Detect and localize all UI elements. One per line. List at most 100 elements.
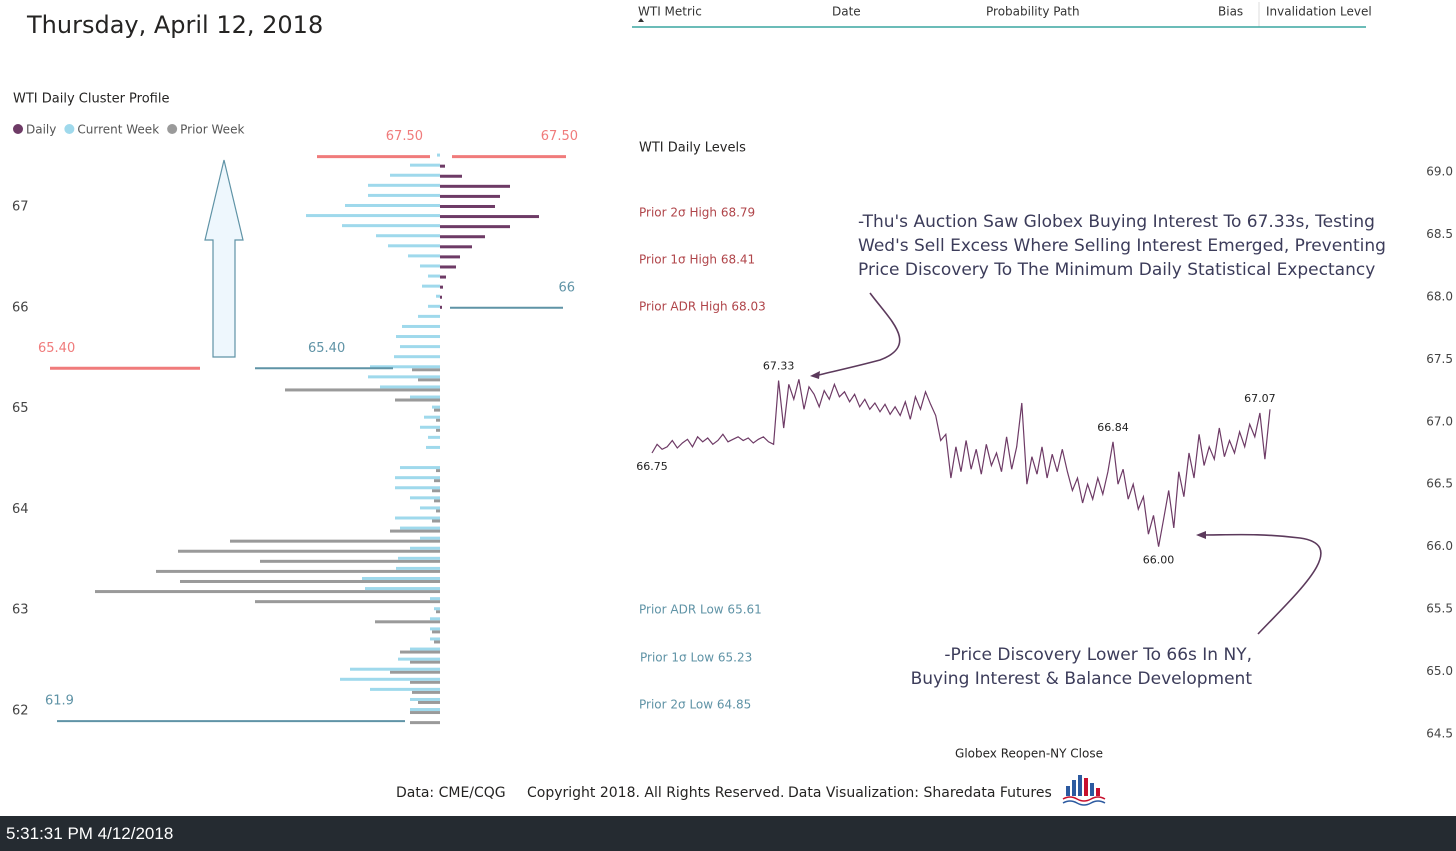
- profile-bar: [400, 466, 440, 470]
- profile-bar: [395, 398, 440, 402]
- y-tick-label: 62: [12, 704, 29, 719]
- profile-bar: [430, 627, 440, 631]
- profile-bar: [370, 687, 440, 691]
- profile-bar: [440, 174, 462, 178]
- column-header[interactable]: WTI Metric: [638, 5, 702, 19]
- profile-bar: [362, 576, 440, 580]
- profile-bar: [410, 395, 440, 399]
- annotation: -Price Discovery Lower To 66s In NY,: [944, 645, 1252, 665]
- column-header[interactable]: Bias: [1218, 5, 1243, 19]
- logo-bar: [1090, 783, 1094, 796]
- legend-label: Daily: [26, 123, 56, 137]
- profile-bar: [410, 163, 440, 167]
- logo-wave: [1062, 800, 1106, 806]
- table-header: WTI Metric Date Probability Path Bias In…: [638, 5, 1372, 19]
- profile-bar: [398, 556, 440, 560]
- profile-bar: [432, 519, 440, 523]
- profile-bar: [440, 164, 445, 168]
- profile-bar: [440, 204, 495, 208]
- y-tick-label: 64.5: [1426, 727, 1453, 741]
- profile-bar: [440, 265, 456, 269]
- profile-bar: [420, 536, 440, 540]
- profile-bar: [365, 587, 440, 591]
- profile-bar: [342, 224, 440, 228]
- profile-bar: [440, 245, 472, 249]
- profile-bar: [440, 215, 539, 219]
- up-arrow: [204, 159, 244, 358]
- profile-bar: [432, 489, 440, 493]
- profile-bar: [396, 335, 440, 339]
- profile-bar: [410, 660, 440, 664]
- profile-bar: [410, 711, 440, 715]
- annotation: Wed's Sell Excess Where Selling Interest…: [858, 236, 1386, 256]
- value-label: 66.75: [636, 460, 668, 473]
- y-tick-label: 65.0: [1426, 664, 1453, 678]
- level-label: Prior 1σ High 68.41: [639, 253, 755, 267]
- annotation: -Thu's Auction Saw Globex Buying Interes…: [858, 212, 1375, 232]
- date-title: Thursday, April 12, 2018: [26, 11, 323, 39]
- profile-bar: [440, 295, 442, 299]
- profile-bar: [440, 285, 443, 289]
- reference-label: 65.40: [308, 341, 345, 356]
- profile-bar: [388, 244, 440, 248]
- value-label: 67.07: [1244, 392, 1276, 405]
- y-tick-label: 67: [12, 199, 29, 214]
- profile-bar: [410, 697, 440, 701]
- y-tick-label: 66: [12, 300, 29, 315]
- reference-label: 65.40: [38, 341, 75, 356]
- y-tick-label: 66.0: [1426, 539, 1453, 553]
- profile-bar: [398, 657, 440, 661]
- y-tick-label: 69.0: [1426, 165, 1453, 179]
- profile-bar: [424, 415, 440, 419]
- profile-bar: [395, 486, 440, 490]
- profile-bar: [410, 496, 440, 500]
- profile-bar: [408, 254, 440, 258]
- y-tick-label: 67.5: [1426, 352, 1453, 366]
- logo-wave: [1062, 796, 1106, 802]
- column-header[interactable]: Invalidation Level: [1266, 5, 1372, 19]
- profile-bar: [440, 194, 500, 198]
- profile-bar: [432, 405, 440, 409]
- sort-indicator: [638, 18, 644, 22]
- profile-bar: [180, 579, 440, 583]
- reference-label: 67.50: [541, 129, 578, 144]
- reference-label: 61.9: [45, 694, 74, 709]
- profile-bar: [432, 630, 440, 634]
- profile-bar: [285, 388, 440, 392]
- annotation: Buying Interest & Balance Development: [911, 669, 1253, 689]
- reference-label: 66: [558, 280, 575, 295]
- profile-bar: [395, 516, 440, 520]
- profile-bar: [376, 234, 440, 238]
- arrow-head: [810, 371, 820, 379]
- arrow: [814, 292, 901, 377]
- profile-bar: [370, 365, 440, 369]
- profile-bar: [440, 225, 510, 229]
- logo-bar: [1096, 788, 1100, 796]
- profile-bar: [390, 529, 440, 533]
- legend-swatch: [64, 124, 75, 134]
- profile-bar: [400, 526, 440, 530]
- footer-text: Data Visualization: Sharedata Futures: [788, 785, 1052, 801]
- profile-bar: [436, 509, 440, 513]
- profile-bar: [156, 569, 440, 573]
- footer: Data: CME/CQG Copyright 2018. All Rights…: [396, 785, 1052, 801]
- profile-bar: [436, 294, 440, 298]
- profile-bar: [436, 610, 440, 614]
- profile-bar: [440, 255, 460, 259]
- y-tick-label: 67.0: [1426, 414, 1453, 428]
- profile-bar: [430, 597, 440, 601]
- column-header[interactable]: Probability Path: [986, 5, 1080, 19]
- profile-bar: [375, 620, 440, 624]
- profile-bar: [412, 368, 440, 372]
- value-label: 67.33: [763, 360, 795, 373]
- column-header[interactable]: Date: [832, 5, 861, 19]
- arrow: [1199, 533, 1322, 635]
- profile-bar: [436, 428, 440, 432]
- y-tick-label: 68.0: [1426, 289, 1453, 303]
- profile-bar: [410, 708, 440, 712]
- profile-bar: [418, 700, 440, 704]
- profile-bar: [230, 539, 440, 543]
- profile-bar: [395, 476, 440, 480]
- profile-bar: [430, 617, 440, 621]
- level-label: Prior 1σ Low 65.23: [640, 651, 752, 665]
